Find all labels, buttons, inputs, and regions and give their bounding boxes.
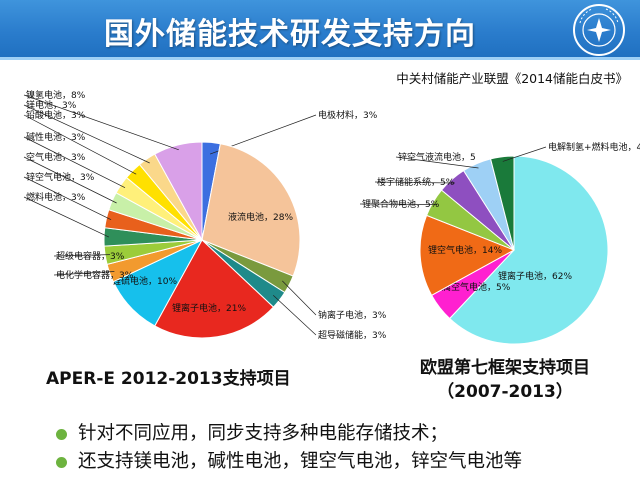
pie-slice <box>201 143 301 277</box>
slice-label: 电极材料，3% <box>318 109 378 121</box>
leader-line <box>23 196 110 238</box>
leader-line <box>53 254 111 257</box>
leader-line <box>502 146 547 162</box>
leader-line <box>23 136 126 189</box>
bullet-item: 针对不同应用，同步支持多种电能存储技术； <box>54 420 522 448</box>
source-citation: 中关村储能产业联盟《2014储能白皮书》 <box>396 71 628 86</box>
leader-line <box>23 156 117 204</box>
pie-slice <box>490 155 515 251</box>
chart-title-aper-e: APER-E 2012-2013支持项目 <box>46 369 291 389</box>
pie-slice <box>419 214 516 296</box>
bullet-text: 还支持镁电池，碱性电池，锂空气电池，锌空气电池等 <box>78 451 523 472</box>
bullet-dot-icon <box>56 429 67 440</box>
slice-label: 锌空气液流电池，5 <box>398 151 476 163</box>
slice-label: 锂离子电池，62% <box>498 270 572 282</box>
bullet-item: 还支持镁电池，碱性电池，锂空气电池，锌空气电池等 <box>54 448 522 476</box>
slice-label: 锂聚合物电池，5% <box>362 198 440 210</box>
pie-chart-2: 锂离子电池，62%金属空气电池，5%锂空气电池，14%锂聚合物电池，5%楼宇储能… <box>359 141 640 345</box>
chart-title-eu-fp7-line2: （2007-2013） <box>437 382 573 402</box>
slice-label: 碱性电池，3% <box>26 131 86 143</box>
leader-line <box>359 203 438 205</box>
pie-slice <box>154 141 203 241</box>
page-title: 国外储能技术研发支持方向 <box>104 17 476 52</box>
leader-line <box>374 181 455 184</box>
leader-line <box>23 176 112 221</box>
slice-label: 锂空气电池，14% <box>428 244 502 256</box>
leader-line <box>23 94 179 151</box>
chart-title-eu-fp7: 欧盟第七框架支持项目 （2007-2013） <box>400 356 610 404</box>
pie-slice <box>448 155 609 345</box>
slice-label: 楼宇储能系统，5% <box>377 176 455 188</box>
slice-label: 超级电容器，3% <box>56 250 125 262</box>
slice-label: 空气电池，3% <box>26 151 86 163</box>
header-banner: 国外储能技术研发支持方向 <box>0 0 640 60</box>
leader-line <box>395 156 479 169</box>
slice-label: 电解制氢+燃料电池，4% <box>548 141 640 153</box>
slice-label: 钠离子电池，3% <box>318 309 387 321</box>
leader-line <box>53 271 115 276</box>
bullet-dot-icon <box>56 457 67 468</box>
slice-label: 液流电池，28% <box>228 211 293 223</box>
slice-label: 超导磁储能，3% <box>318 329 387 341</box>
slice-label: 电化学电容器，3% <box>56 269 134 281</box>
slice-label: 镍氢电池，8% <box>26 89 86 101</box>
institution-seal-icon <box>573 4 625 56</box>
leader-line <box>23 114 137 175</box>
leader-line <box>272 295 317 336</box>
leader-line <box>23 104 150 164</box>
slice-label: 铅酸电池，3% <box>26 109 86 121</box>
pie-chart-1: 电极材料，3% 液流电池，28% 钠离子电池，3% 超导磁储能，3% 锂离子电池，21%… <box>23 89 387 341</box>
leader-line <box>282 280 317 316</box>
slice-label: 锌空气电池，3% <box>26 171 95 183</box>
slice-label: 锂硫电池，10% <box>112 275 177 287</box>
header-divider <box>0 57 640 60</box>
chart-title-eu-fp7-line1: 欧盟第七框架支持项目 <box>420 358 590 378</box>
pie-slice <box>154 239 275 339</box>
bullet-text: 针对不同应用，同步支持多种电能存储技术； <box>78 423 449 444</box>
slice-label: 锂离子电池，21% <box>172 302 246 314</box>
bullet-list: 针对不同应用，同步支持多种电能存储技术； 还支持镁电池，碱性电池，锂空气电池，锌… <box>54 420 522 476</box>
